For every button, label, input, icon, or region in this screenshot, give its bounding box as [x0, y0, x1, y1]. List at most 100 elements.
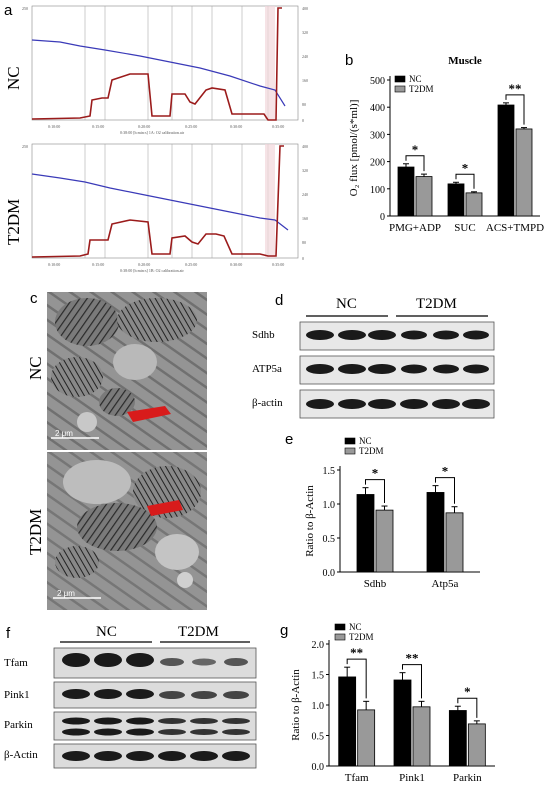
y-tick-label: 200: [370, 158, 385, 169]
group-label-t2dm-f: T2DM: [178, 624, 219, 640]
blot-label-tfam: Tfam: [4, 657, 28, 669]
legend-label-nc: NC: [359, 436, 372, 446]
scalebar-label-t2dm: 2 μm: [57, 589, 75, 598]
significance-marker: **: [406, 651, 419, 666]
western-blot-f: NC T2DM Tfam Pink1 Parkin β-Actin: [4, 624, 257, 769]
svg-text:0:30:00: 0:30:00: [230, 124, 242, 129]
svg-text:80: 80: [302, 240, 306, 245]
bar-t2dm-pmg-adp: [415, 176, 433, 217]
legend-label-nc: NC: [409, 74, 422, 84]
chart-title: Muscle: [448, 55, 482, 67]
bar-t2dm-parkin: [467, 723, 486, 767]
tem-image-t2dm: 2 μm: [47, 452, 207, 610]
bar-nc-tfam: [338, 676, 357, 767]
legend-label-t2dm: T2DM: [349, 632, 374, 642]
significance-bracket: [365, 479, 385, 504]
blot-label-beta-actin-d: β-actin: [252, 397, 283, 409]
y-tick-label: 0.0: [323, 568, 336, 579]
bar-t2dm-acs-tmpd: [515, 128, 533, 217]
significance-marker: *: [442, 464, 449, 479]
panel-letter-c: c: [30, 290, 38, 307]
significance-bracket: [435, 477, 455, 504]
y-tick-label: 500: [370, 76, 385, 87]
svg-text:0:15:00: 0:15:00: [92, 262, 104, 267]
scalebar-label-nc: 2 μm: [55, 429, 73, 438]
significance-bracket: [457, 697, 478, 718]
panel-letter-g: g: [280, 622, 289, 639]
svg-text:0:30:00: 0:30:00: [230, 262, 242, 267]
svg-text:0:38:00 [h:min:s] 1A: O2 calib: 0:38:00 [h:min:s] 1A: O2 calibration.air: [120, 130, 185, 135]
significance-bracket: [402, 664, 422, 699]
y-tick-label: 400: [370, 103, 385, 114]
y-tick-label: 0.5: [312, 732, 325, 743]
svg-text:250: 250: [22, 6, 28, 11]
panel-letter-e: e: [285, 431, 294, 448]
legend-swatch-nc: [394, 75, 406, 83]
y-tick-label: 2.0: [312, 640, 325, 651]
svg-text:320: 320: [302, 168, 308, 173]
significance-marker: **: [509, 81, 522, 96]
significance-bracket: [405, 155, 425, 172]
significance-marker: *: [412, 142, 419, 157]
chart-e-ratio-sdhb-atp5a: 0.0 0.5 1.0 1.5 Ratio to β-Actin * Sdhb * Atp5a N…: [304, 436, 480, 590]
svg-text:0: 0: [302, 256, 304, 261]
x-tick-label: Sdhb: [364, 578, 387, 590]
chart-b-oxygen-flux: Muscle 0 100 200 300 400 500 O₂ flux [pmol/(s*m…: [348, 55, 544, 234]
significance-marker: *: [462, 160, 469, 175]
oxygraph-trace-nc: 250 400 320 240 160 80 0 0:10:00 0:15:00…: [22, 5, 308, 135]
blot-label-beta-actin-f: β-Actin: [4, 749, 38, 761]
blot-label-pink1: Pink1: [4, 689, 30, 701]
y-tick-label: 0.5: [323, 534, 336, 545]
legend-swatch-t2dm: [394, 85, 406, 93]
y-axis-label: Ratio to β-Actin: [290, 669, 302, 741]
y-axis-label: O₂ flux [pmol/(s*ml)]: [348, 100, 360, 197]
panel-letter-f: f: [6, 625, 11, 642]
group-label-nc-d: NC: [336, 296, 357, 312]
bar-t2dm-pink1: [412, 706, 431, 767]
svg-text:160: 160: [302, 78, 308, 83]
svg-text:400: 400: [302, 144, 308, 149]
significance-marker: **: [350, 645, 363, 660]
panel-letter-d: d: [275, 292, 284, 309]
legend-label-t2dm: T2DM: [409, 84, 434, 94]
y-tick-label: 1.5: [312, 671, 325, 682]
svg-text:0:15:00: 0:15:00: [92, 124, 104, 129]
western-blot-d: NC T2DM Sdhb ATP5a β-actin: [252, 296, 495, 419]
y-tick-label: 100: [370, 185, 385, 196]
x-tick-label: SUC: [454, 222, 475, 234]
bar-t2dm-tfam: [357, 709, 376, 767]
group-label-nc-f: NC: [96, 624, 117, 640]
x-tick-label: Atp5a: [432, 578, 459, 590]
bar-nc-suc: [447, 183, 465, 217]
y-tick-label: 300: [370, 130, 385, 141]
svg-text:0:35:00: 0:35:00: [272, 262, 284, 267]
svg-text:0:10:00: 0:10:00: [48, 124, 60, 129]
svg-text:320: 320: [302, 30, 308, 35]
svg-text:80: 80: [302, 102, 306, 107]
panel-letter-b: b: [345, 52, 354, 69]
blot-strips-f: [53, 647, 257, 769]
group-label-t2dm-d: T2DM: [416, 296, 457, 312]
y-tick-label: 1.0: [323, 500, 336, 511]
x-tick-label: Parkin: [453, 772, 482, 784]
x-tick-label: Pink1: [399, 772, 425, 784]
significance-bracket: [346, 658, 367, 699]
bar-nc-sdhb: [356, 494, 375, 573]
svg-text:0:25:00: 0:25:00: [185, 262, 197, 267]
y-axis-label: Ratio to β-Actin: [304, 485, 316, 557]
legend-swatch-nc: [334, 623, 346, 631]
blot-label-parkin: Parkin: [4, 719, 33, 731]
y-tick-label: 0: [380, 212, 385, 223]
svg-text:0:20:00: 0:20:00: [138, 124, 150, 129]
svg-text:400: 400: [302, 6, 308, 11]
panel-c-row-label-t2dm: T2DM: [26, 508, 45, 555]
svg-text:160: 160: [302, 216, 308, 221]
blot-label-sdhb: Sdhb: [252, 329, 275, 341]
x-tick-label: ACS+TMPD: [486, 222, 544, 234]
y-tick-label: 1.0: [312, 701, 325, 712]
legend-label-t2dm: T2DM: [359, 446, 384, 456]
tem-image-nc: 2 μm: [47, 292, 207, 450]
bar-t2dm-atp5a: [445, 512, 464, 573]
svg-text:0:25:00: 0:25:00: [185, 124, 197, 129]
x-tick-label: PMG+ADP: [389, 222, 441, 234]
